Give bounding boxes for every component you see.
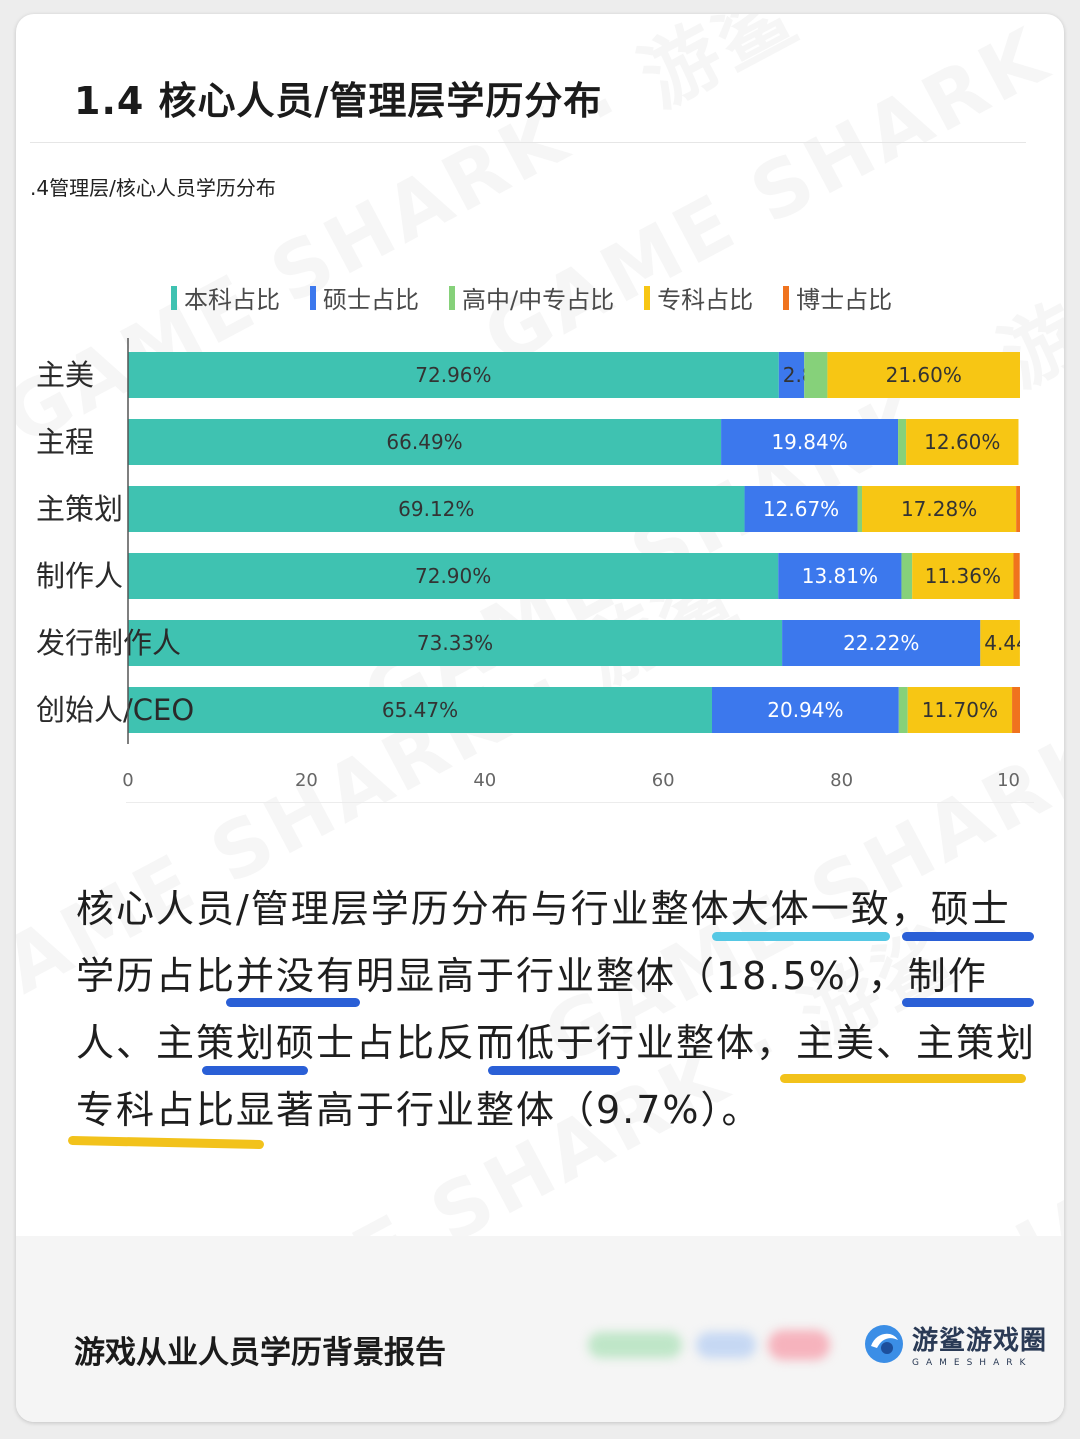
brand-logo: 游鲨游戏圈 GAMESHARK	[862, 1320, 1047, 1368]
data-label: 73.33%	[417, 631, 493, 655]
category-label: 制作人	[36, 559, 123, 593]
legend-item[interactable]: 硕士占比	[310, 280, 419, 315]
bar-segment[interactable]	[128, 620, 783, 666]
data-label: 72.90%	[415, 564, 491, 588]
highlight-underline-blue	[902, 932, 1034, 941]
legend-swatch	[644, 285, 651, 310]
section-title: 1.4 核心人员/管理层学历分布	[74, 79, 603, 123]
legend-swatch	[783, 285, 790, 310]
highlight-underline-blue	[902, 998, 1034, 1007]
data-label: 66.49%	[386, 430, 462, 454]
gameshark-logo-icon	[865, 1325, 903, 1363]
bar-segment[interactable]	[778, 352, 805, 398]
data-label: 19.84%	[771, 430, 847, 454]
highlight-underline-yellow	[780, 1074, 1026, 1083]
x-tick-label: 60	[652, 770, 675, 791]
data-label: 20.94%	[767, 698, 843, 722]
data-label: 11.36%	[925, 564, 1001, 588]
x-tick-label: 20	[295, 770, 318, 791]
chart-bottom-divider	[126, 802, 1034, 803]
data-label: 13.81%	[802, 564, 878, 588]
data-label: 4.44%	[984, 631, 1048, 655]
bar-segment[interactable]	[1016, 486, 1020, 532]
blurred-badge	[768, 1330, 830, 1360]
legend-label: 高中/中专占比	[462, 286, 615, 314]
bar-segment[interactable]	[128, 687, 712, 733]
bar-segment[interactable]	[128, 486, 745, 532]
data-label: 17.28%	[901, 497, 977, 521]
data-label: 0.00%	[1024, 363, 1064, 387]
legend-item[interactable]: 高中/中专占比	[449, 280, 614, 315]
bar-segment[interactable]	[744, 486, 858, 532]
highlight-underline-blue	[488, 1066, 620, 1075]
report-card: GAME SHARK · 游鲨 GAME SHARK · 游鲨 GAME SHA…	[16, 14, 1064, 1422]
bar-segment[interactable]	[778, 553, 902, 599]
bar-segment[interactable]	[128, 352, 779, 398]
data-label: 0.46%	[1020, 497, 1064, 521]
x-tick-label: 40	[473, 770, 496, 791]
bar-segment[interactable]	[912, 553, 1014, 599]
legend-label: 博士占比	[796, 286, 893, 314]
blurred-badge	[588, 1332, 682, 1358]
bar-segment[interactable]	[721, 419, 899, 465]
data-label: 11.70%	[922, 698, 998, 722]
bar-segment[interactable]	[128, 419, 722, 465]
bar-segment[interactable]	[804, 352, 828, 398]
x-tick-label: 0	[122, 770, 133, 791]
data-label: 12.67%	[763, 497, 839, 521]
data-label: 21.60%	[886, 363, 962, 387]
category-label: 主美	[36, 358, 94, 392]
bar-segment[interactable]	[898, 419, 907, 465]
category-label: 创始人/CEO	[36, 693, 194, 727]
category-label: 主策划	[36, 492, 123, 526]
data-label: 22.22%	[843, 631, 919, 655]
bar-segment[interactable]	[862, 486, 1017, 532]
stacked-bar-chart: 72.96%2.85%21.60%0.00%66.49%19.84%12.60%…	[36, 338, 1064, 791]
bar-segment[interactable]	[827, 352, 1020, 398]
data-label: 69.12%	[398, 497, 474, 521]
chart-caption: .4管理层/核心人员学历分布	[30, 176, 276, 200]
legend-label: 硕士占比	[323, 286, 419, 314]
chart-legend: 本科占比 硕士占比 高中/中专占比 专科占比 博士占比	[171, 280, 892, 315]
bar-segment[interactable]	[901, 553, 913, 599]
x-tick-label: 80	[830, 770, 853, 791]
bar-segment[interactable]	[711, 687, 899, 733]
footer-title: 游戏从业人员学历背景报告	[74, 1335, 446, 1371]
bar-segment[interactable]	[1013, 553, 1020, 599]
legend-item[interactable]: 博士占比	[783, 280, 892, 315]
data-label: 65.47%	[382, 698, 458, 722]
bar-segment[interactable]	[898, 687, 908, 733]
legend-label: 本科占比	[184, 286, 280, 314]
highlight-underline-cyan	[712, 932, 890, 941]
data-label: 72.96%	[415, 363, 491, 387]
bar-segment[interactable]	[128, 553, 779, 599]
brand-subtitle: GAMESHARK	[912, 1358, 1033, 1368]
data-label: 12.60%	[924, 430, 1000, 454]
legend-item[interactable]: 专科占比	[644, 280, 753, 315]
legend-swatch	[310, 285, 316, 310]
blurred-badge	[696, 1332, 756, 1358]
legend-item[interactable]: 本科占比	[171, 280, 280, 315]
highlight-underline-blue	[202, 1066, 308, 1075]
category-label: 主程	[36, 425, 94, 459]
legend-swatch	[171, 285, 177, 310]
highlight-underline-blue	[226, 998, 360, 1007]
summary-paragraph: 核心人员/管理层学历分布与行业整体大体一致，硕士学历占比并没有明显高于行业整体（…	[76, 887, 1037, 1132]
title-divider	[30, 142, 1026, 143]
bar-segment[interactable]	[906, 419, 1019, 465]
category-label: 发行制作人	[36, 626, 181, 660]
bar-segment[interactable]	[907, 687, 1013, 733]
bar-segment[interactable]	[782, 620, 981, 666]
bar-segment[interactable]	[980, 620, 1020, 666]
legend-swatch	[449, 285, 455, 310]
bar-segment[interactable]	[1012, 687, 1020, 733]
brand-name: 游鲨游戏圈	[912, 1326, 1048, 1356]
x-tick-label: 10	[997, 770, 1020, 791]
legend-label: 专科占比	[657, 286, 754, 314]
bar-segment[interactable]	[857, 486, 863, 532]
